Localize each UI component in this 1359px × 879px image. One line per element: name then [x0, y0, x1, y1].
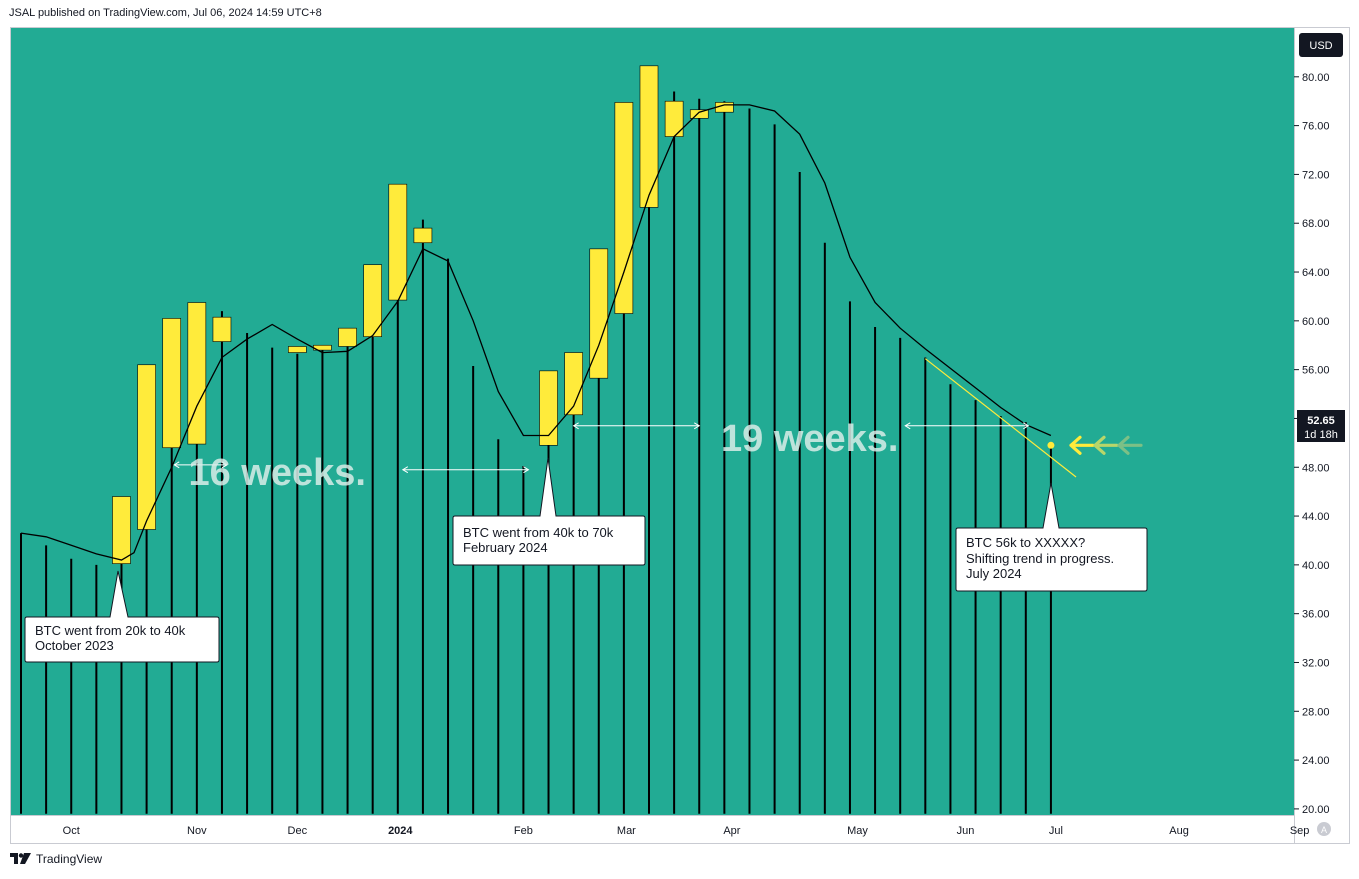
span-arrow-right — [693, 422, 701, 430]
tradingview-logo-icon — [10, 853, 31, 864]
time-tick-label: Aug — [1169, 825, 1189, 837]
price-axis[interactable]: 20.00 24.00 28.00 32.00 36.00 40.00 44.00 48.00… — [1294, 72, 1330, 816]
price-tick-label: 32.00 — [1302, 657, 1330, 669]
candle-body — [413, 227, 433, 244]
price-tick-label: 24.00 — [1302, 755, 1330, 767]
moving-average-line — [20, 104, 1052, 561]
candle-bodies — [112, 65, 734, 564]
time-tick-label: Mar — [617, 825, 636, 837]
left-arrow-icon — [1069, 435, 1095, 455]
price-tick-label: 40.00 — [1302, 560, 1330, 572]
currency-badge[interactable]: USD — [1299, 33, 1343, 57]
span-arrow-left — [572, 422, 579, 430]
footer-brand[interactable]: TradingView — [10, 852, 102, 866]
callout-july-2024: BTC 56k to XXXXX? Shifting trend in prog… — [955, 482, 1148, 592]
callout3-line2: Shifting trend in progress. — [966, 551, 1114, 566]
candle-body — [539, 370, 558, 446]
time-axis[interactable]: Oct Nov Dec 2024 Feb Mar Apr May Jun Jul Aug Sep — [63, 825, 1310, 837]
span-arrow-right — [221, 461, 228, 469]
time-tick-label: 2024 — [388, 825, 413, 837]
callout-february-2024: BTC went from 40k to 70k February 2024 — [452, 457, 646, 566]
price-tick-label: 56.00 — [1302, 365, 1330, 377]
span-arrows — [173, 422, 1030, 474]
price-tick-label: 48.00 — [1302, 462, 1330, 474]
auto-scale-button[interactable]: A — [1317, 822, 1331, 836]
price-tick-label: 44.00 — [1302, 511, 1330, 523]
span-arrow-right — [523, 466, 530, 474]
week-label: 16 weeks. — [188, 452, 365, 494]
chart-frame: 20.00 24.00 28.00 32.00 36.00 40.00 44.00 48.00… — [10, 27, 1350, 844]
candle-body — [162, 318, 182, 449]
arrow-markers — [1069, 435, 1143, 455]
trendline-group — [924, 358, 1077, 478]
candle-body — [614, 102, 634, 314]
candle-body — [212, 316, 232, 342]
time-tick-label: Nov — [187, 825, 207, 837]
candle-body — [363, 264, 382, 337]
callout2-line2: February 2024 — [463, 540, 548, 555]
price-tick-label: 76.00 — [1302, 121, 1330, 133]
price-chart[interactable]: 20.00 24.00 28.00 32.00 36.00 40.00 44.00 48.00… — [11, 28, 1349, 843]
candle-body — [137, 364, 156, 530]
callout2-line1: BTC went from 40k to 70k — [463, 525, 614, 540]
price-tick-label: 68.00 — [1302, 218, 1330, 230]
last-close-dot — [1047, 441, 1055, 449]
time-tick-label: Feb — [514, 825, 533, 837]
time-tick-label: Apr — [723, 825, 740, 837]
candle-body — [388, 183, 408, 301]
time-tick-label: Jun — [957, 825, 975, 837]
auto-scale-label: A — [1321, 825, 1327, 835]
left-arrow-icon — [1093, 435, 1119, 455]
currency-label: USD — [1309, 40, 1332, 52]
time-tick-label: May — [847, 825, 868, 837]
callout3-line1: BTC 56k to XXXXX? — [966, 535, 1085, 550]
footer-brand-label: TradingView — [36, 852, 103, 866]
callout1-line1: BTC went from 20k to 40k — [35, 623, 186, 638]
moving-average — [20, 104, 1052, 561]
candle-body — [689, 109, 709, 119]
price-tick-label: 60.00 — [1302, 316, 1330, 328]
price-tick-label: 20.00 — [1302, 804, 1330, 816]
publish-info: JSAL published on TradingView.com, Jul 0… — [9, 7, 322, 19]
candle-body — [112, 496, 131, 564]
week-label: 19 weeks. — [721, 418, 898, 460]
week-labels: 16 weeks. 19 weeks. — [188, 418, 898, 494]
candle-body — [639, 65, 659, 208]
span-arrow-left — [173, 461, 180, 469]
price-tick-label: 28.00 — [1302, 706, 1330, 718]
time-tick-label: Dec — [288, 825, 308, 837]
span-arrow-left — [401, 466, 409, 474]
bar-countdown: 1d 18h — [1304, 429, 1338, 441]
candle-wicks — [20, 91, 1052, 814]
left-arrow-icon — [1117, 435, 1143, 455]
callout-october-2023: BTC went from 20k to 40k October 2023 — [24, 570, 220, 663]
price-tick-label: 36.00 — [1302, 609, 1330, 621]
callout1-line2: October 2023 — [35, 638, 114, 653]
candle-body — [589, 248, 609, 379]
time-tick-label: Sep — [1290, 825, 1310, 837]
callout3-line3: July 2024 — [966, 566, 1022, 581]
span-arrow-right — [1023, 422, 1030, 430]
time-tick-label: Jul — [1049, 825, 1063, 837]
price-tick-label: 80.00 — [1302, 72, 1330, 84]
price-tick-label: 64.00 — [1302, 267, 1330, 279]
last-price-label: 52.65 1d 18h — [1297, 410, 1345, 442]
trendline — [924, 358, 1077, 478]
price-tick-label: 72.00 — [1302, 169, 1330, 181]
candle-body — [338, 327, 357, 347]
span-arrow-left — [904, 422, 911, 430]
candle-body — [288, 346, 307, 353]
last-price-value: 52.65 — [1307, 415, 1335, 427]
candle-body — [187, 302, 207, 445]
time-tick-label: Oct — [63, 825, 80, 837]
